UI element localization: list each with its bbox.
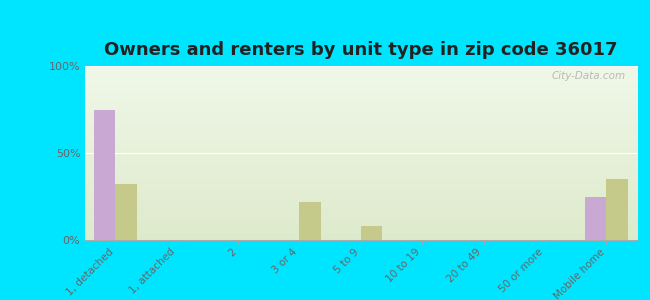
Bar xyxy=(115,184,136,240)
Bar xyxy=(585,196,606,240)
Bar xyxy=(361,226,382,240)
Bar xyxy=(300,202,321,240)
Text: City-Data.com: City-Data.com xyxy=(552,71,626,81)
Bar xyxy=(606,179,628,240)
Title: Owners and renters by unit type in zip code 36017: Owners and renters by unit type in zip c… xyxy=(104,41,618,59)
Bar xyxy=(94,110,115,240)
